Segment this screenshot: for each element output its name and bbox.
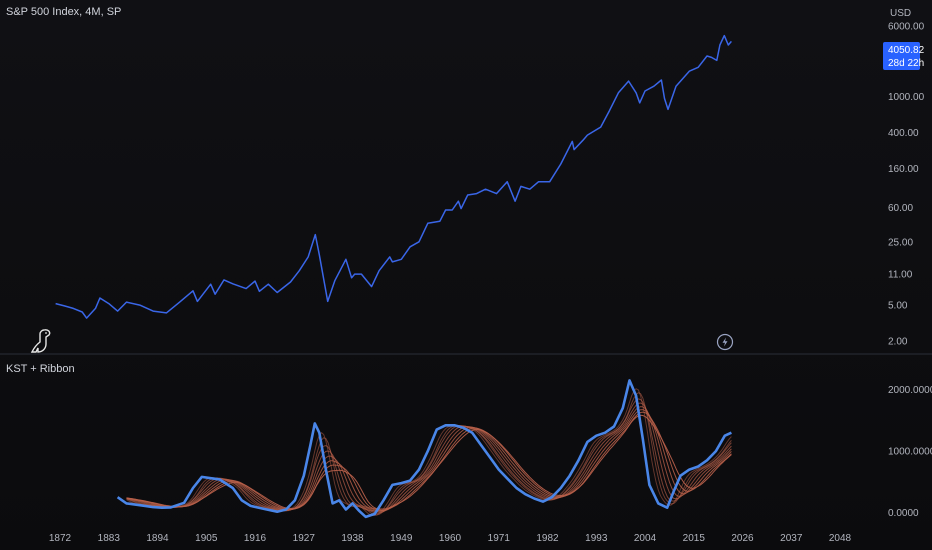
kst-ribbon [126,388,732,517]
currency-label: USD [890,8,912,19]
time-axis-tick: 1949 [390,533,413,544]
indicator-axis-tick: 1000.0000 [888,447,932,458]
price-line [55,34,732,319]
price-label-value: 4050.82 [888,45,925,56]
price-axis-tick: 60.00 [888,203,913,214]
lightning-bolt-icon[interactable] [716,333,734,351]
time-axis[interactable]: 1872 1883 1894 1905 1916 1927 1938 1949 1960 1971… [49,533,852,544]
indicator-axis-tick: 0.0000 [888,508,919,519]
price-axis-tick: 2.00 [888,337,908,348]
indicator-pane-title: KST + Ribbon [6,363,75,375]
price-series [55,34,732,319]
dinosaur-logo-icon [30,329,51,353]
time-axis-tick: 1883 [98,533,121,544]
kst-line [116,379,732,519]
price-axis-tick: 25.00 [888,237,913,248]
time-axis-tick: 2037 [780,533,803,544]
time-axis-tick: 2026 [731,533,754,544]
price-label-box [883,42,920,70]
time-axis-tick: 1894 [146,533,169,544]
indicator-axis[interactable]: 0.0000 1000.0000 2000.0000 [888,385,932,519]
indicator-axis-tick: 2000.0000 [888,385,932,396]
time-axis-tick: 1938 [341,533,364,544]
price-axis-tick: 11.00 [888,270,913,281]
price-axis-tick: 160.00 [888,164,919,175]
time-axis-tick: 2048 [829,533,852,544]
time-axis-tick: 1982 [536,533,559,544]
price-axis-tick: 6000.00 [888,22,925,33]
main-pane-title: S&P 500 Index, 4M, SP [6,6,122,18]
ribbon-line-5 [126,406,732,512]
time-axis-tick: 2004 [634,533,657,544]
price-label-countdown: 28d 22h [888,58,924,69]
time-axis-tick: 1916 [244,533,267,544]
ribbon-line-6 [126,409,732,512]
time-axis-tick: 1993 [585,533,608,544]
ribbon-line-1 [126,388,732,517]
kst-series [116,379,732,519]
ribbon-line-3 [126,398,732,514]
price-axis-tick: 1000.00 [888,92,925,103]
price-axis-tick: 5.00 [888,301,908,312]
time-axis-tick: 1872 [49,533,72,544]
time-axis-tick: 2015 [683,533,706,544]
price-label: 4050.82 28d 22h [883,42,925,70]
time-axis-tick: 1927 [293,533,316,544]
price-axis-tick: 400.00 [888,128,919,139]
time-axis-tick: 1960 [439,533,462,544]
ribbon-line-2 [126,392,732,516]
time-axis-tick: 1905 [195,533,218,544]
time-axis-tick: 1971 [488,533,511,544]
price-axis[interactable]: 2.00 5.00 11.00 25.00 60.00 160.00 400.00 1000.… [888,22,925,348]
